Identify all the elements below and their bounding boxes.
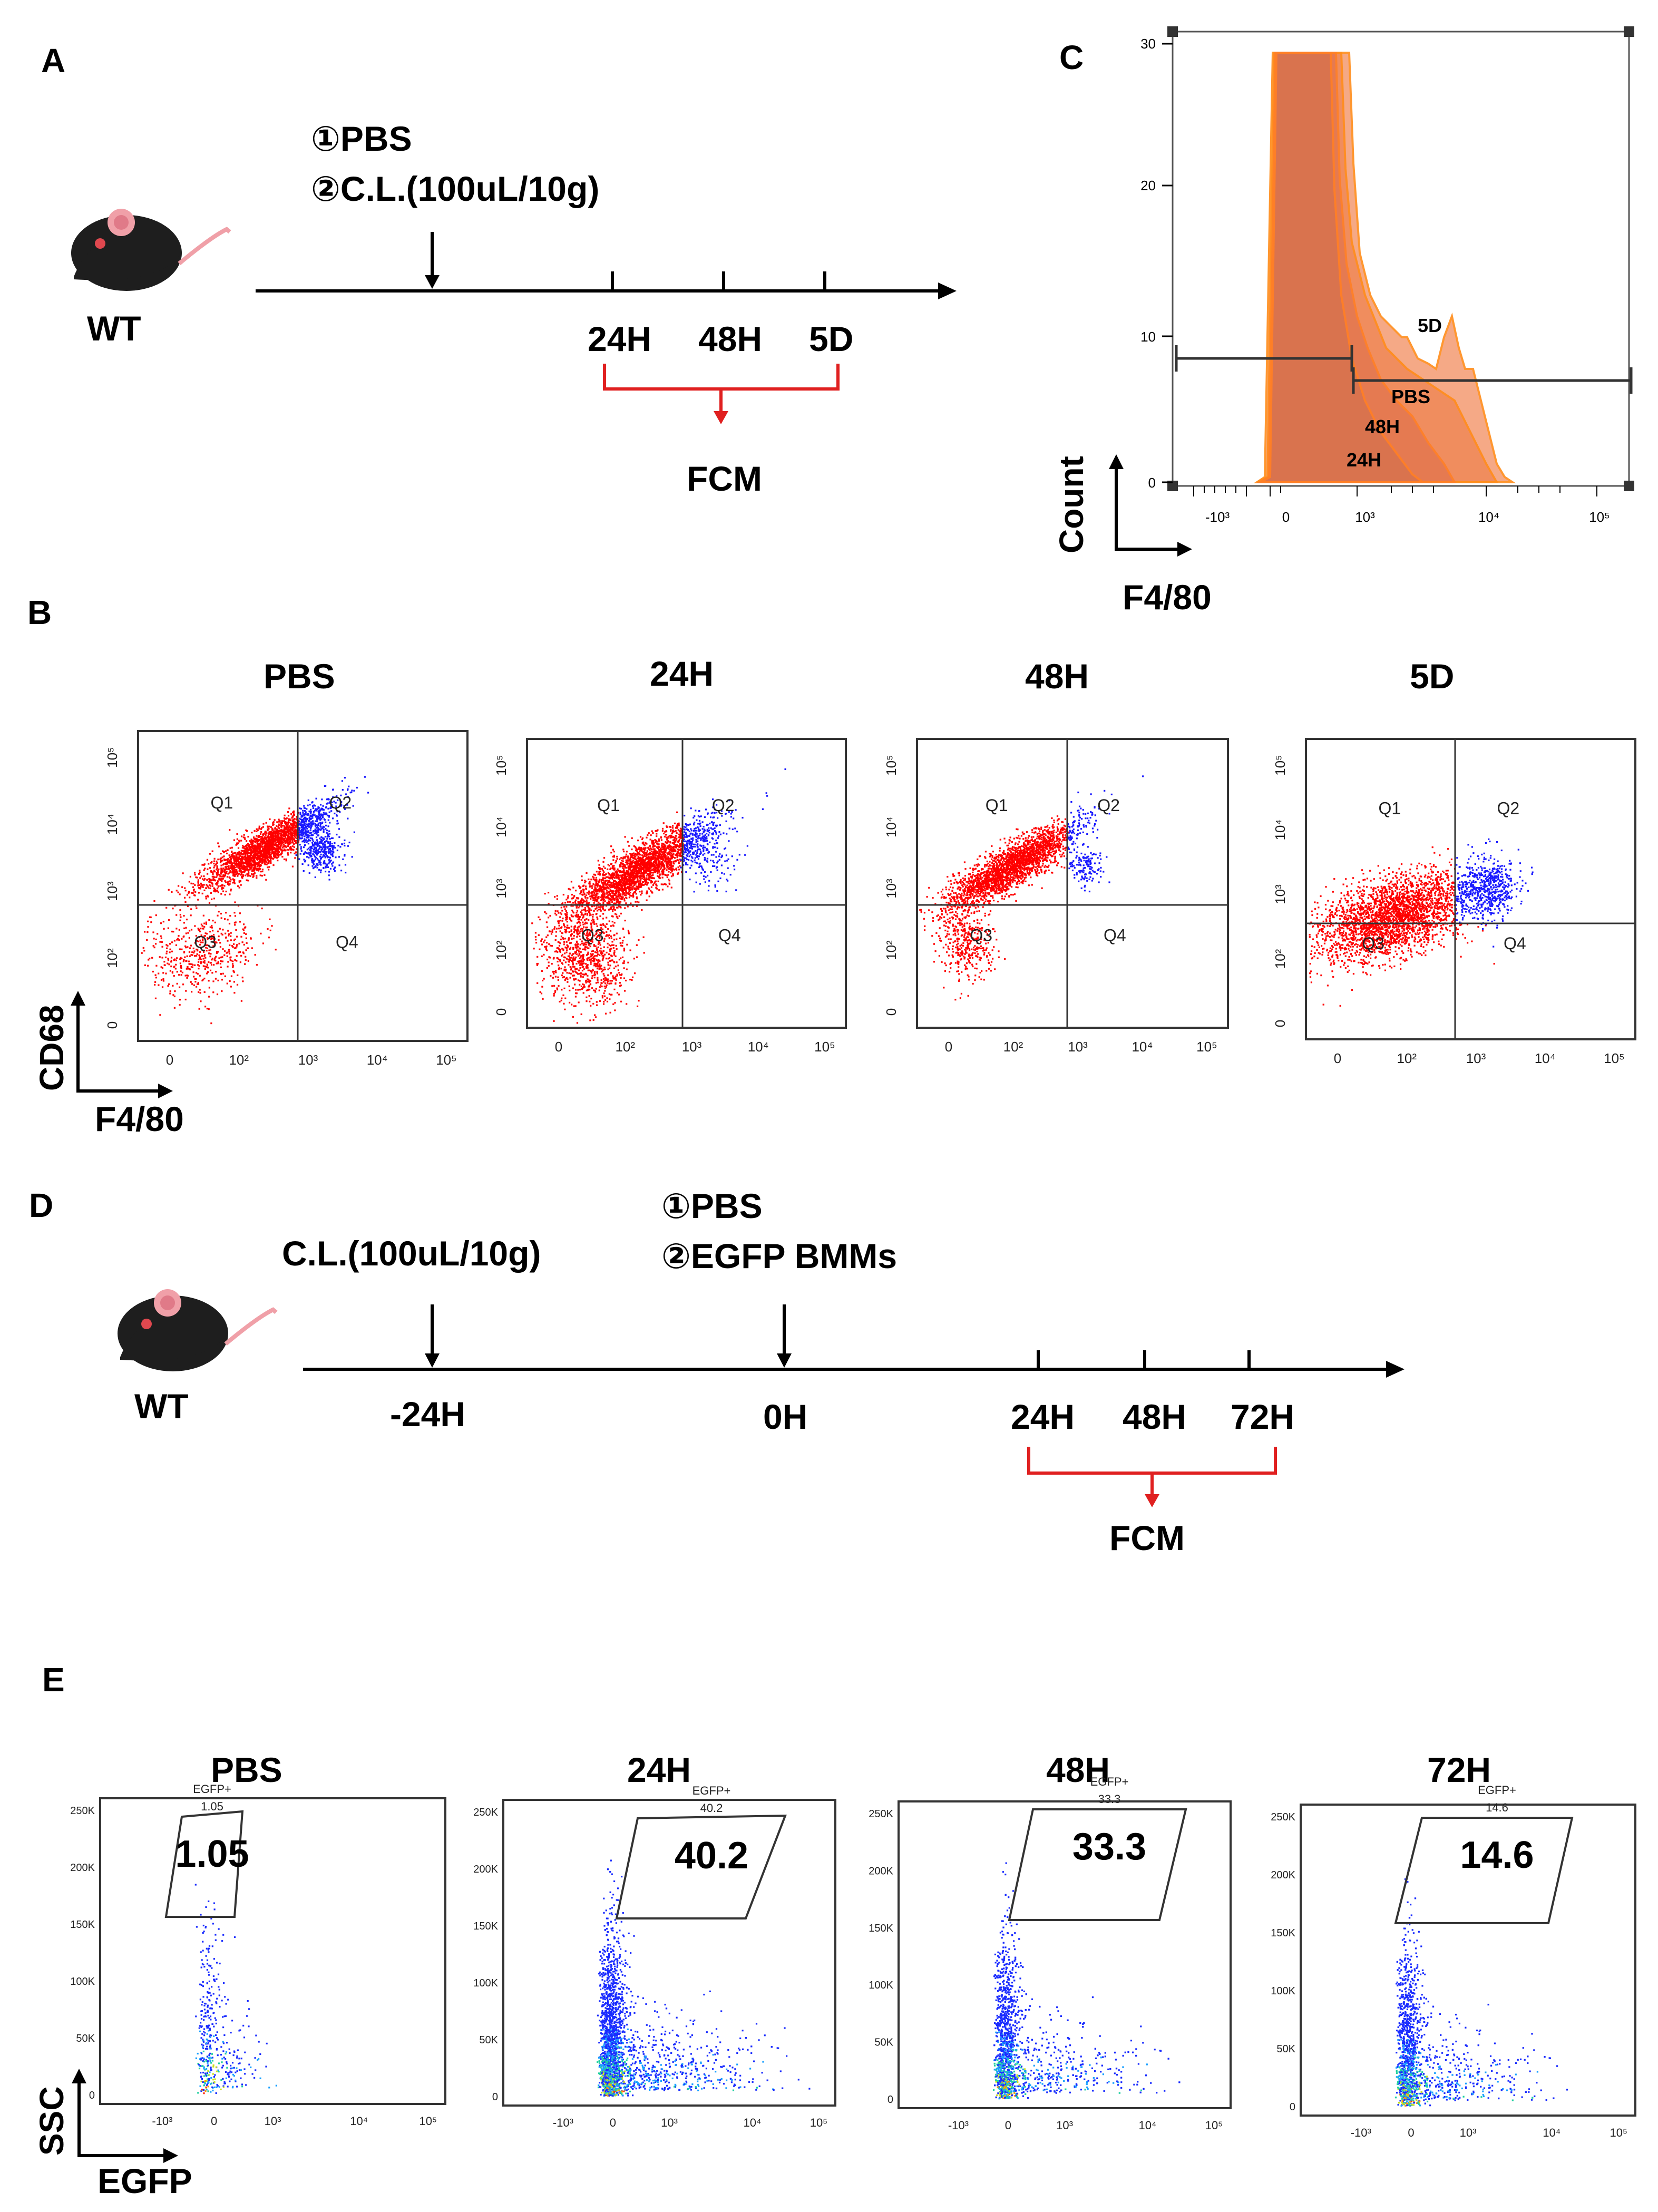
panel-e-y-axis-label: SSC — [33, 2086, 71, 2156]
x-tick-label: 10⁵ — [814, 1039, 835, 1055]
x-tick-label: 0 — [166, 1052, 173, 1068]
panel-letter-c: C — [1059, 38, 1084, 77]
assay-label-a: FCM — [687, 459, 762, 499]
x-tick-label: 10⁴ — [367, 1052, 388, 1068]
quadrant-label-q3: Q3 — [581, 926, 604, 945]
y-tick-label: 10⁴ — [493, 816, 509, 837]
hist-label-5d: 5D — [1418, 315, 1442, 336]
y-tick-label: 10⁵ — [493, 755, 509, 776]
panel-e-x-axis-label: EGFP — [97, 2161, 192, 2201]
y-tick-label: 10⁴ — [104, 814, 120, 835]
x-tick-label: 10³ — [682, 1039, 702, 1055]
x-tick-label: 10⁴ — [748, 1039, 769, 1055]
panel-letter-a: A — [41, 41, 65, 80]
event-dots — [141, 776, 369, 1025]
x-tick-label: 10² — [615, 1039, 635, 1055]
scatter-plot-b-2: Q1 Q2 Q3 Q4 0 10² 10³ 10⁴ 10⁵ 0 10² 10³ 10⁴ 10⁵ — [493, 738, 847, 1055]
hist-xtick-1e5: 10⁵ — [1589, 509, 1610, 525]
quadrant-label-q3: Q3 — [970, 926, 992, 945]
plot-b-title-pbs: PBS — [264, 656, 335, 696]
scatter-plot-b-1: Q1 Q2 Q3 Q4 0 10² 10³ 10⁴ 10⁵ 0 10² 10³ 10⁴ 10⁵ — [104, 730, 469, 1068]
x-tick-label: 0 — [945, 1039, 952, 1055]
quadrant-label-q2: Q2 — [712, 796, 735, 815]
timepoint-24h: 24H — [588, 319, 651, 359]
hist-y-axis-label: Count — [1052, 456, 1090, 553]
x-tick-label: 10² — [229, 1052, 249, 1068]
hist-xtick-0: 0 — [1282, 509, 1290, 525]
y-tick-label: 0 — [104, 1021, 120, 1029]
hist-label-48h: 48H — [1365, 416, 1400, 437]
x-tick-label: 10⁵ — [436, 1052, 457, 1068]
y-tick-label: 10³ — [493, 879, 509, 899]
y-tick-label: 10² — [104, 948, 120, 968]
hist-ytick-30: 30 — [1140, 36, 1156, 52]
y-tick-label: 0 — [493, 1008, 509, 1016]
treatment-1: ①PBS — [311, 119, 412, 159]
event-dots — [531, 768, 786, 1024]
quadrant-label-q4: Q4 — [1104, 926, 1126, 945]
y-tick-label: 10² — [493, 940, 509, 960]
quadrant-label-q4: Q4 — [718, 926, 741, 945]
event-dots — [919, 775, 1144, 1001]
quadrant-label-q2: Q2 — [329, 793, 352, 812]
hist-ytick-20: 20 — [1140, 178, 1156, 193]
y-tick-label: 10³ — [104, 881, 120, 901]
quadrant-label-q1: Q1 — [597, 796, 620, 815]
y-tick-label: 10⁵ — [104, 747, 120, 768]
x-tick-label: 10³ — [298, 1052, 318, 1068]
quadrant-label-q2: Q2 — [1097, 796, 1120, 815]
x-tick-label: 0 — [555, 1039, 562, 1055]
timepoint-48h: 48H — [698, 319, 762, 359]
mouse-label-a: WT — [87, 308, 141, 348]
panel-letter-b: B — [27, 593, 52, 632]
quadrant-label-q4: Q4 — [336, 933, 358, 952]
hist-label-24h: 24H — [1347, 449, 1381, 471]
hist-xtick-1e3: 10³ — [1355, 509, 1375, 525]
plot-b-title-48h: 48H — [1025, 656, 1089, 696]
quadrant-label-q1: Q1 — [986, 796, 1008, 815]
quadrant-label-q1: Q1 — [211, 793, 233, 812]
hist-ytick-10: 10 — [1140, 329, 1156, 345]
hist-x-axis-label: F4/80 — [1123, 577, 1212, 617]
timepoint-5d: 5D — [809, 319, 853, 359]
hist-label-pbs: PBS — [1391, 386, 1430, 407]
quadrant-label-q3: Q3 — [194, 933, 217, 952]
treatment-2: ②C.L.(100uL/10g) — [311, 169, 599, 209]
hist-xtick-1e4: 10⁴ — [1478, 509, 1499, 525]
hist-xtick-neg1e3: -10³ — [1205, 509, 1230, 525]
plot-b-title-5d: 5D — [1410, 656, 1454, 696]
hist-ytick-0: 0 — [1148, 475, 1156, 491]
plot-b-title-24h: 24H — [650, 654, 714, 694]
